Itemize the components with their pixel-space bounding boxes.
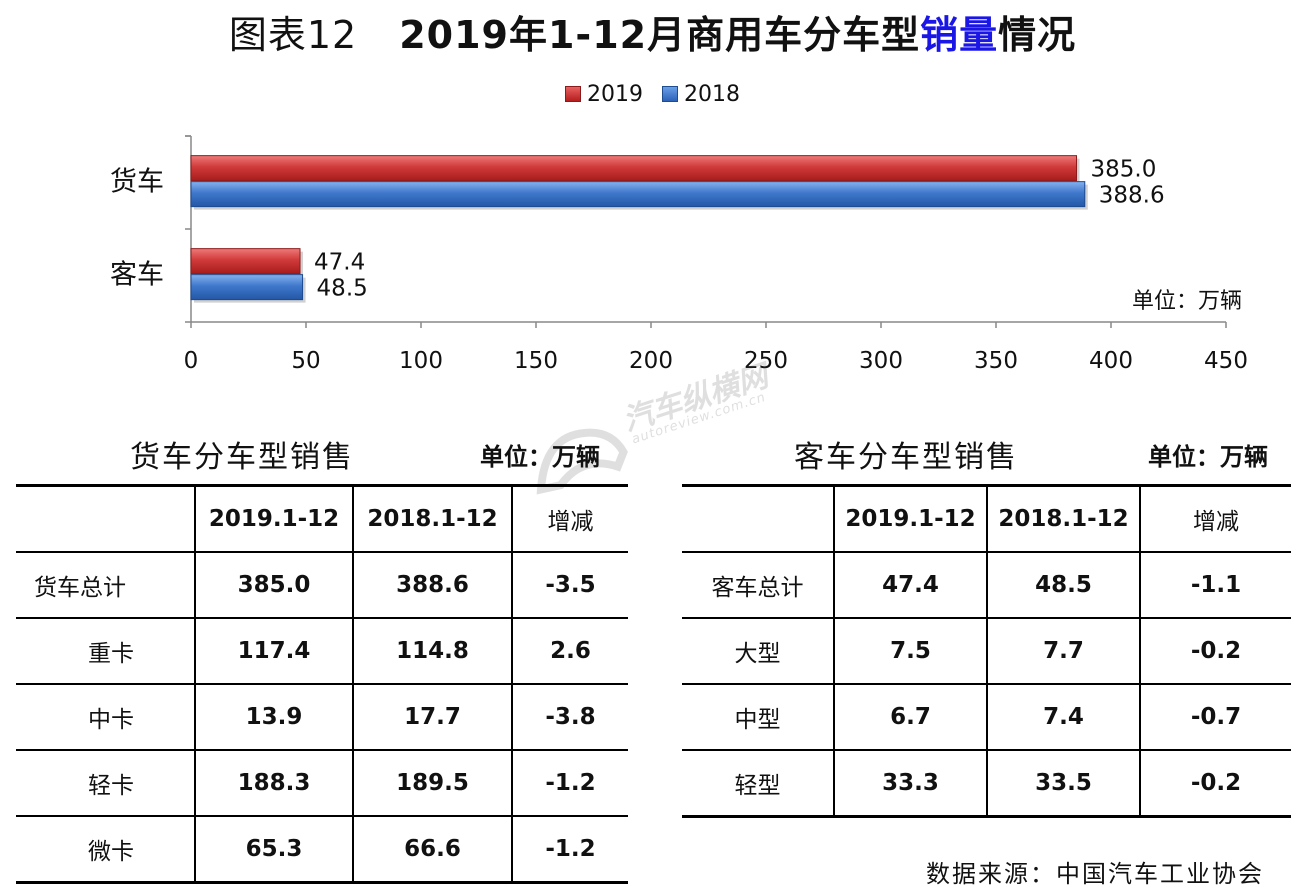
- table-row: 轻型 33.3 33.5 -0.2: [682, 750, 1291, 818]
- table-cell: 117.4: [194, 618, 353, 685]
- row-label: 微卡: [16, 816, 195, 884]
- bar-2018: [190, 274, 304, 301]
- header-cell: 增减: [1139, 484, 1291, 553]
- x-tick-label: 250: [744, 348, 788, 374]
- table-row: 中卡 13.9 17.7 -3.8: [16, 684, 628, 751]
- title-accent: 销量: [920, 13, 999, 57]
- bus-table-title: 客车分车型销售: [794, 440, 1018, 475]
- table-cell: 33.3: [833, 750, 987, 818]
- table-cell: 66.6: [352, 816, 512, 884]
- legend-item-2018: 2018: [662, 82, 740, 107]
- table-row: 轻卡 188.3 189.5 -1.2: [16, 750, 628, 817]
- header-cell: 2019.1-12: [833, 484, 987, 553]
- title-suffix: 情况: [998, 13, 1077, 57]
- watermark-car-icon: [536, 428, 628, 495]
- table-cell: 385.0: [194, 552, 353, 619]
- row-label: 大型: [682, 618, 834, 685]
- bus-table-unit: 单位：万辆: [1148, 443, 1268, 471]
- table-cell: -0.2: [1139, 750, 1291, 818]
- header-cell: 2018.1-12: [986, 484, 1140, 553]
- x-tick-label: 400: [1089, 348, 1133, 374]
- table-cell: 48.5: [986, 552, 1140, 619]
- table-cell: 114.8: [352, 618, 512, 685]
- table-cell: -0.2: [1139, 618, 1291, 685]
- x-tick-label: 200: [629, 348, 673, 374]
- title-main: 2019年1-12月商用车分车型: [399, 13, 921, 57]
- header-cell: 增减: [511, 484, 628, 553]
- header-cell: 2019.1-12: [194, 484, 353, 553]
- row-label: 重卡: [16, 618, 195, 685]
- row-label: 客车总计: [682, 552, 834, 619]
- bar-2019: [190, 248, 301, 275]
- table-cell: 7.5: [833, 618, 987, 685]
- table-cell: 6.7: [833, 684, 987, 751]
- table-row: 货车总计 385.0 388.6 -3.5: [16, 552, 628, 619]
- row-label: 中型: [682, 684, 834, 751]
- x-tick-label: 150: [514, 348, 558, 374]
- bus-table: 2019.1-12 2018.1-12 增减 客车总计 47.4 48.5 -1…: [682, 484, 1291, 818]
- table-cell: -0.7: [1139, 684, 1291, 751]
- table-cell: 65.3: [194, 816, 353, 884]
- truck-table: 2019.1-12 2018.1-12 增减 货车总计 385.0 388.6 …: [16, 484, 628, 884]
- table-cell: 13.9: [194, 684, 353, 751]
- table-cell: 189.5: [352, 750, 512, 817]
- table-row: 中型 6.7 7.4 -0.7: [682, 684, 1291, 751]
- legend-swatch-2018: [662, 86, 678, 102]
- table-cell: 2.6: [511, 618, 628, 685]
- table-cell: 47.4: [833, 552, 987, 619]
- row-label: 轻型: [682, 750, 834, 818]
- chart-legend: 2019 2018: [0, 82, 1305, 107]
- table-cell: -1.2: [511, 816, 628, 884]
- watermark-logo: 汽车纵横网 autoreview.com.cn: [510, 339, 810, 530]
- x-tick-label: 50: [291, 348, 320, 374]
- legend-swatch-2019: [565, 86, 581, 102]
- table-cell: -3.5: [511, 552, 628, 619]
- bar-2019: [190, 155, 1077, 182]
- table-row: 客车总计 47.4 48.5 -1.1: [682, 552, 1291, 619]
- chart-title: 图表12 2019年1-12月商用车分车型销量情况: [0, 4, 1305, 59]
- table-cell: -1.2: [511, 750, 628, 817]
- row-label: 中卡: [16, 684, 195, 751]
- legend-label-2018: 2018: [684, 82, 740, 107]
- header-cell: [682, 484, 834, 553]
- data-label: 385.0: [1091, 157, 1157, 183]
- table-cell: -1.1: [1139, 552, 1291, 619]
- legend-label-2019: 2019: [587, 82, 643, 107]
- row-label: 轻卡: [16, 750, 195, 817]
- data-source: 数据来源：中国汽车工业协会: [926, 860, 1264, 888]
- truck-table-unit: 单位：万辆: [480, 443, 600, 471]
- header-cell: [16, 484, 195, 553]
- x-tick-label: 100: [399, 348, 443, 374]
- x-tick-label: 0: [184, 348, 199, 374]
- table-row: 大型 7.5 7.7 -0.2: [682, 618, 1291, 685]
- data-label: 47.4: [314, 250, 365, 276]
- data-label: 48.5: [317, 276, 368, 302]
- figure-number: 图表12: [228, 13, 358, 57]
- chart-unit-note: 单位：万辆: [1132, 289, 1243, 314]
- table-cell: -3.8: [511, 684, 628, 751]
- table-cell: 388.6: [352, 552, 512, 619]
- x-tick-label: 300: [859, 348, 903, 374]
- table-cell: 7.4: [986, 684, 1140, 751]
- table-cell: 33.5: [986, 750, 1140, 818]
- table-cell: 188.3: [194, 750, 353, 817]
- row-label: 货车总计: [16, 552, 195, 619]
- header-cell: 2018.1-12: [352, 484, 512, 553]
- table-header-row: 2019.1-12 2018.1-12 增减: [682, 484, 1291, 553]
- bar-2018: [190, 181, 1086, 208]
- table-cell: 17.7: [352, 684, 512, 751]
- data-label: 388.6: [1099, 183, 1165, 209]
- truck-table-title: 货车分车型销售: [130, 440, 354, 475]
- x-tick-label: 350: [974, 348, 1018, 374]
- legend-item-2019: 2019: [565, 82, 643, 107]
- table-cell: 7.7: [986, 618, 1140, 685]
- category-label: 客车: [110, 260, 164, 291]
- table-row: 微卡 65.3 66.6 -1.2: [16, 816, 628, 884]
- category-label: 货车: [110, 167, 164, 198]
- x-tick-label: 450: [1204, 348, 1248, 374]
- table-header-row: 2019.1-12 2018.1-12 增减: [16, 484, 628, 553]
- table-row: 重卡 117.4 114.8 2.6: [16, 618, 628, 685]
